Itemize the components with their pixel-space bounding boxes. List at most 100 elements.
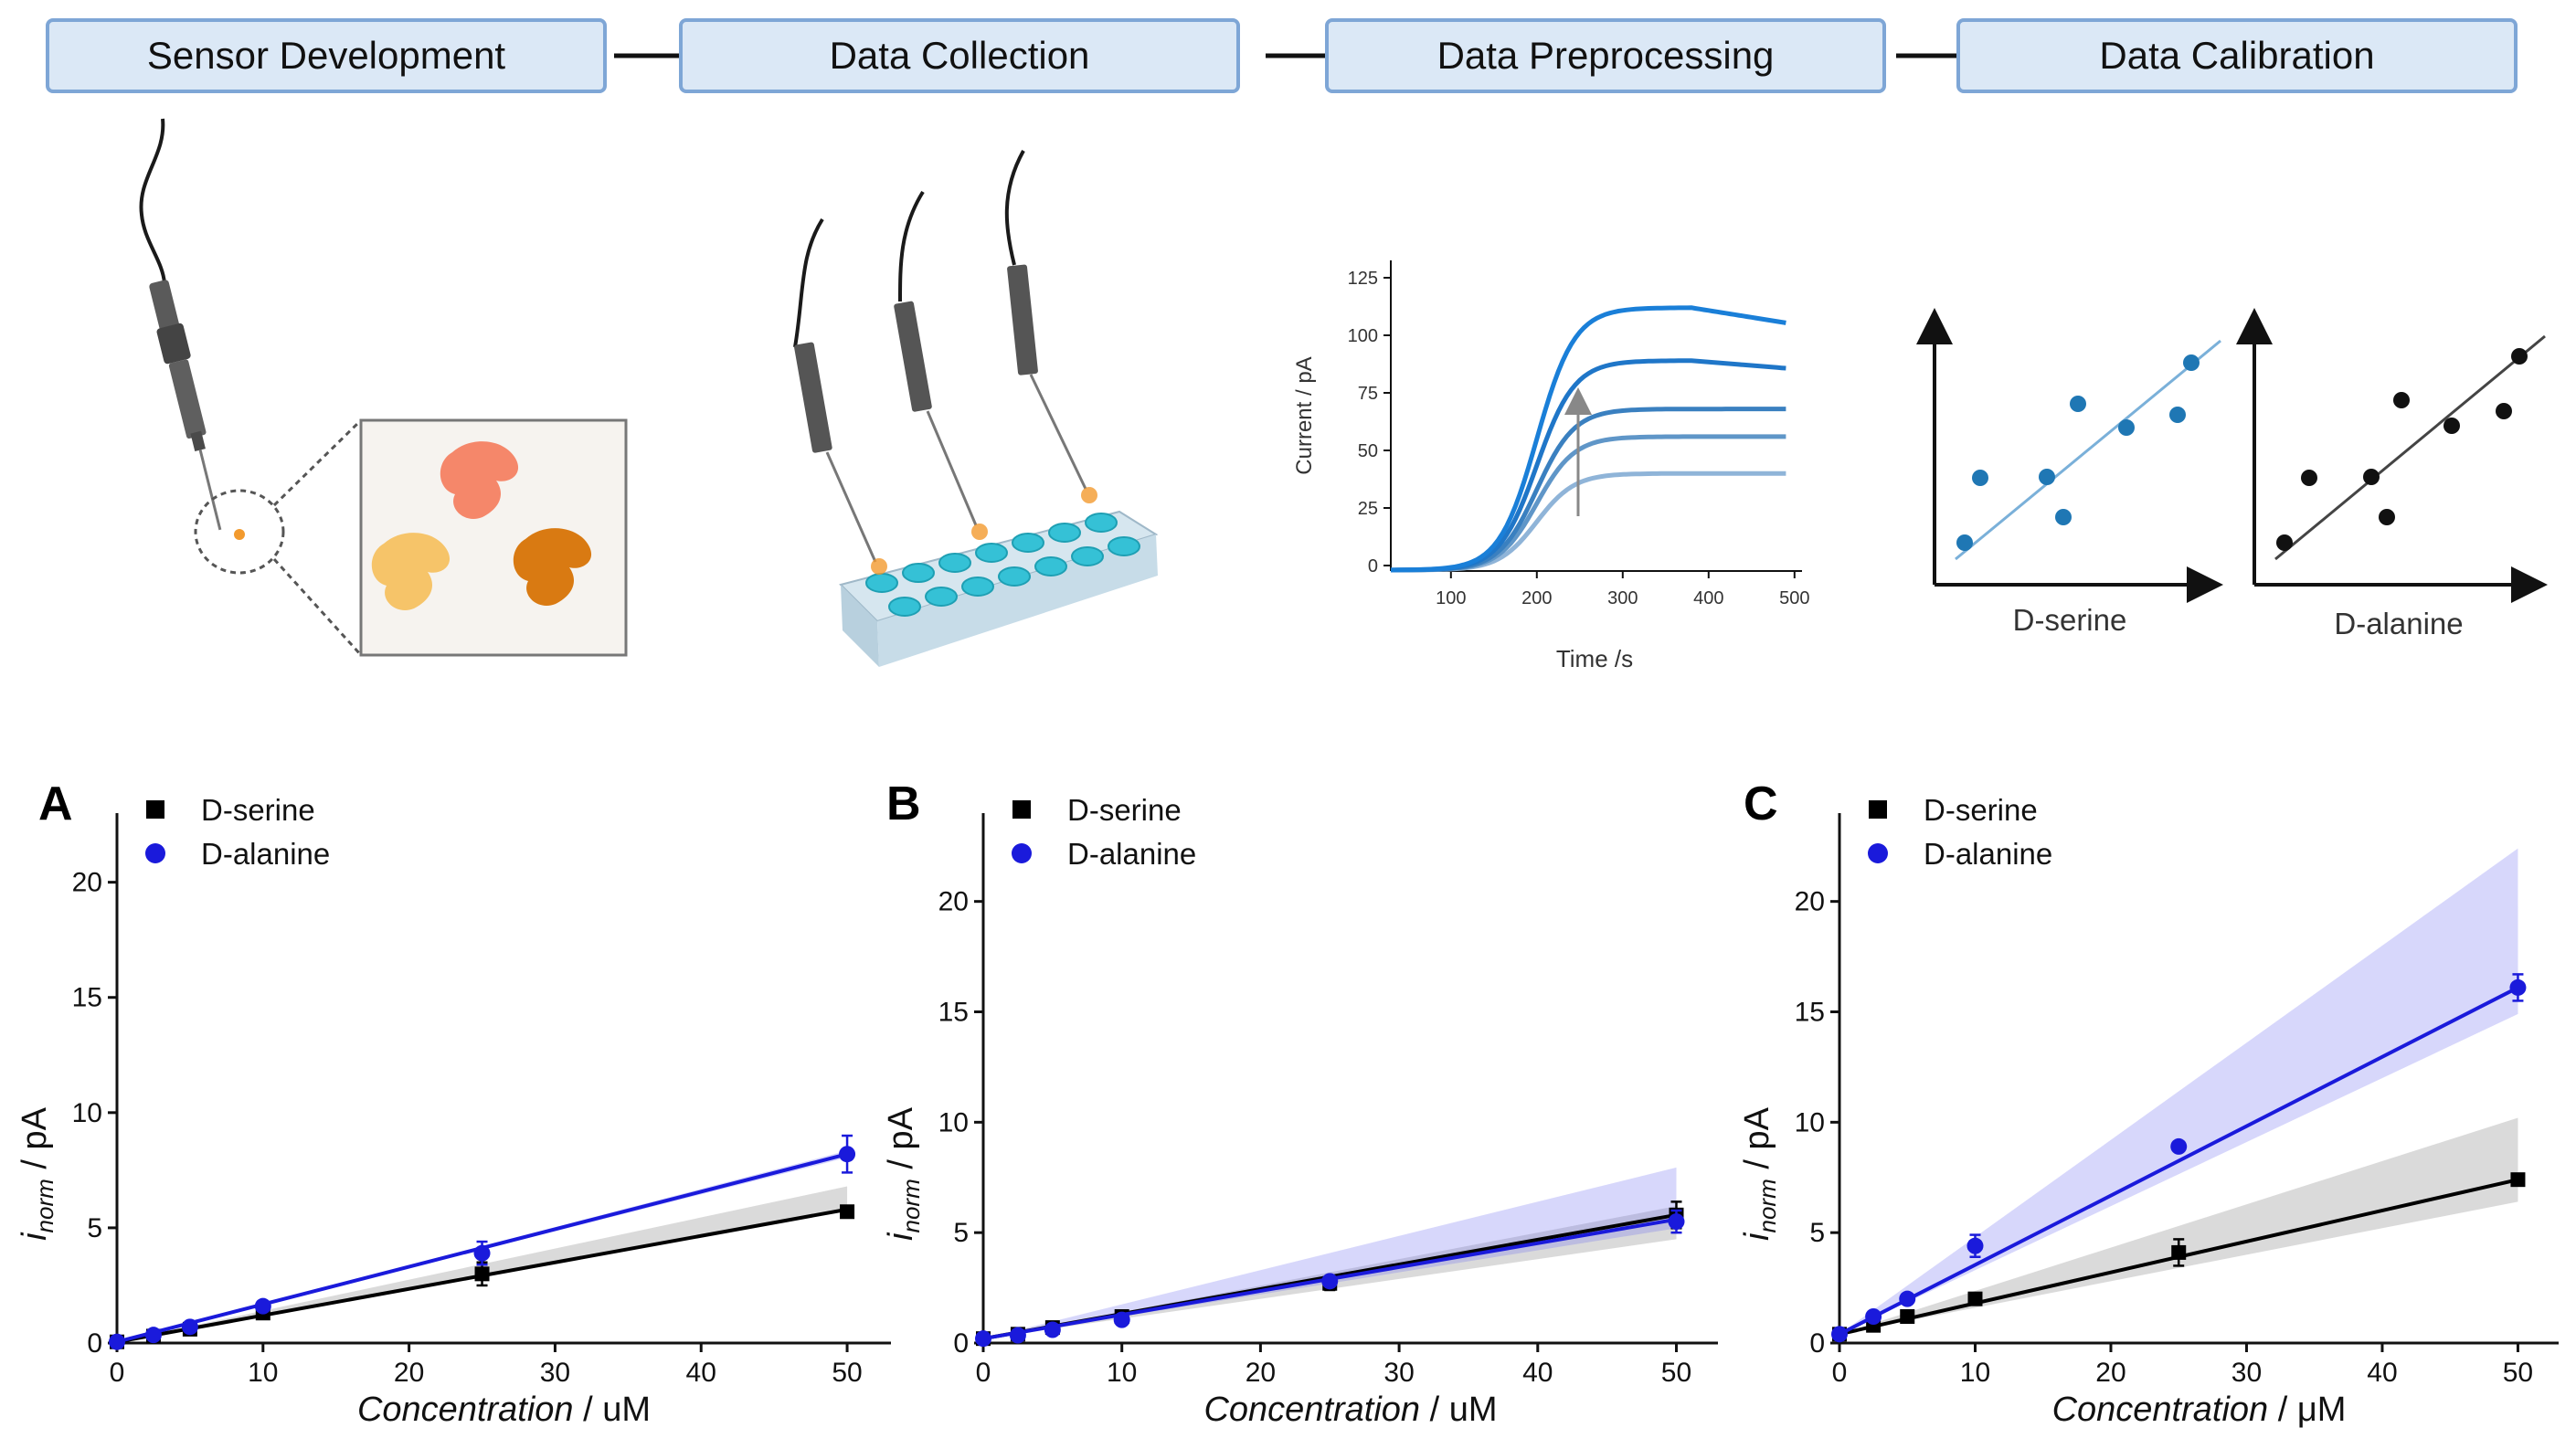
y-tick-label: 50 [1358,441,1378,461]
alanine-point [254,1297,271,1315]
y-tick-label: 0 [953,1328,969,1359]
legend-label-serine: D-serine [1924,793,2038,827]
alanine-point [975,1330,991,1348]
x-tick-label: 0 [110,1358,125,1388]
preprocessing-xlabel: Time /s [1556,645,1633,672]
alanine-confidence-band [983,1167,1677,1339]
serine-confidence-band [1839,1117,2518,1335]
x-tick-label: 30 [1383,1358,1414,1388]
legend-marker-alanine [145,843,165,863]
y-tick-label: 100 [1348,326,1378,346]
alanine-point [839,1146,856,1163]
serine-point [474,1266,490,1282]
current-curve [1390,407,1786,573]
x-axis-label: Concentration / uM [1203,1391,1497,1429]
y-tick-label: 75 [1358,384,1378,404]
alanine-point [1009,1327,1026,1344]
x-tick-label: 40 [1522,1358,1553,1388]
y-tick-label: 20 [1795,887,1825,917]
calibration-points [1956,354,2200,551]
stage-label: Sensor Development [147,34,506,77]
alanine-point [473,1244,491,1262]
chart-panel-b: 0 5 10 15 20 0 10 20 30 40 50 B Concentration / uM in… [882,777,1718,1429]
current-curve [1391,471,1786,573]
electrode-icon [149,280,222,531]
x-tick-label: 100 [1436,588,1466,608]
serine-point [1900,1309,1915,1324]
y-tick-label: 15 [72,983,102,1013]
preprocessing-yticks: 0 25 50 75 100 125 [1348,269,1391,576]
zoom-circle [194,489,285,575]
alanine-point [1668,1213,1685,1231]
chart-panel-c: 0 5 10 15 20 0 10 20 30 40 50 C Concentration / μM in… [1738,777,2559,1429]
y-axis-label: inorm / pA [16,1106,58,1241]
y-axis-label: inorm / pA [1738,1106,1781,1241]
serine-confidence-band [983,1206,1677,1339]
data-collection-illustration [793,150,1159,667]
y-tick-label: 20 [72,868,102,898]
x-tick-label: 30 [2231,1358,2262,1388]
enzyme-icon [371,441,592,610]
y-tick-label: 5 [953,1218,969,1248]
chart-panel-a: 0 5 10 15 20 0 10 20 30 40 50 A Concentration / uM in… [16,777,891,1429]
stage-label: Data Preprocessing [1437,34,1775,77]
calibration-fit-line [2274,334,2546,561]
calibration-plot-serine: D-serine [1916,308,2223,637]
current-curve [1391,358,1786,573]
stage-label: Data Collection [830,34,1090,77]
calibration-label: D-alanine [2334,607,2463,640]
alanine-fit-line [1839,986,2519,1337]
panel-letter: B [886,777,921,830]
current-curve [1391,434,1786,573]
alanine-point [181,1318,198,1336]
y-tick-label: 20 [938,887,969,917]
x-axis-label: Concentration / μM [2052,1391,2347,1429]
stage-label: Data Calibration [2099,34,2374,77]
x-tick-label: 0 [976,1358,991,1388]
legend-marker-serine [1869,800,1887,819]
x-tick-label: 30 [540,1358,570,1388]
alanine-point [2509,978,2527,996]
legend-label-alanine: D-alanine [1067,837,1196,871]
well-plate-icon [839,510,1159,667]
alanine-point [1321,1273,1339,1290]
y-tick-label: 5 [87,1213,102,1243]
x-tick-label: 0 [1832,1358,1848,1388]
legend-label-serine: D-serine [1067,793,1182,827]
y-tick-label: 10 [72,1098,102,1128]
x-tick-label: 50 [2503,1358,2533,1388]
y-tick-label: 25 [1358,499,1378,519]
stage-sensor-development: Sensor Development [46,18,607,93]
x-tick-label: 20 [1246,1358,1276,1388]
legend-marker-serine [146,800,164,819]
y-tick-label: 15 [1795,998,1825,1028]
alanine-point [1831,1326,1848,1343]
alanine-point [1113,1311,1130,1328]
x-tick-label: 40 [686,1358,716,1388]
preprocessing-curves [1390,305,1786,573]
panel-letter: C [1744,777,1778,830]
x-tick-label: 50 [832,1358,862,1388]
x-tick-label: 400 [1693,588,1723,608]
electrode-icon [1004,150,1097,503]
x-tick-label: 40 [2367,1358,2397,1388]
y-tick-label: 5 [1809,1218,1825,1248]
x-tick-label: 500 [1779,588,1809,608]
legend-label-alanine: D-alanine [201,837,330,871]
y-tick-label: 0 [1368,556,1378,576]
y-axis-label: inorm / pA [882,1106,925,1241]
alanine-point [2170,1137,2188,1155]
electrode-icon [793,217,887,575]
x-tick-label: 10 [1960,1358,1990,1388]
y-tick-label: 0 [1809,1328,1825,1359]
panel-letter: A [38,777,73,830]
y-tick-label: 10 [938,1107,969,1137]
x-tick-label: 200 [1521,588,1552,608]
stage-data-calibration: Data Calibration [1956,18,2518,93]
electrode-icon [894,190,988,540]
x-axis-label: Concentration / uM [357,1391,651,1429]
alanine-point [144,1327,162,1344]
alanine-point [1899,1290,1916,1307]
y-tick-label: 0 [87,1328,102,1359]
